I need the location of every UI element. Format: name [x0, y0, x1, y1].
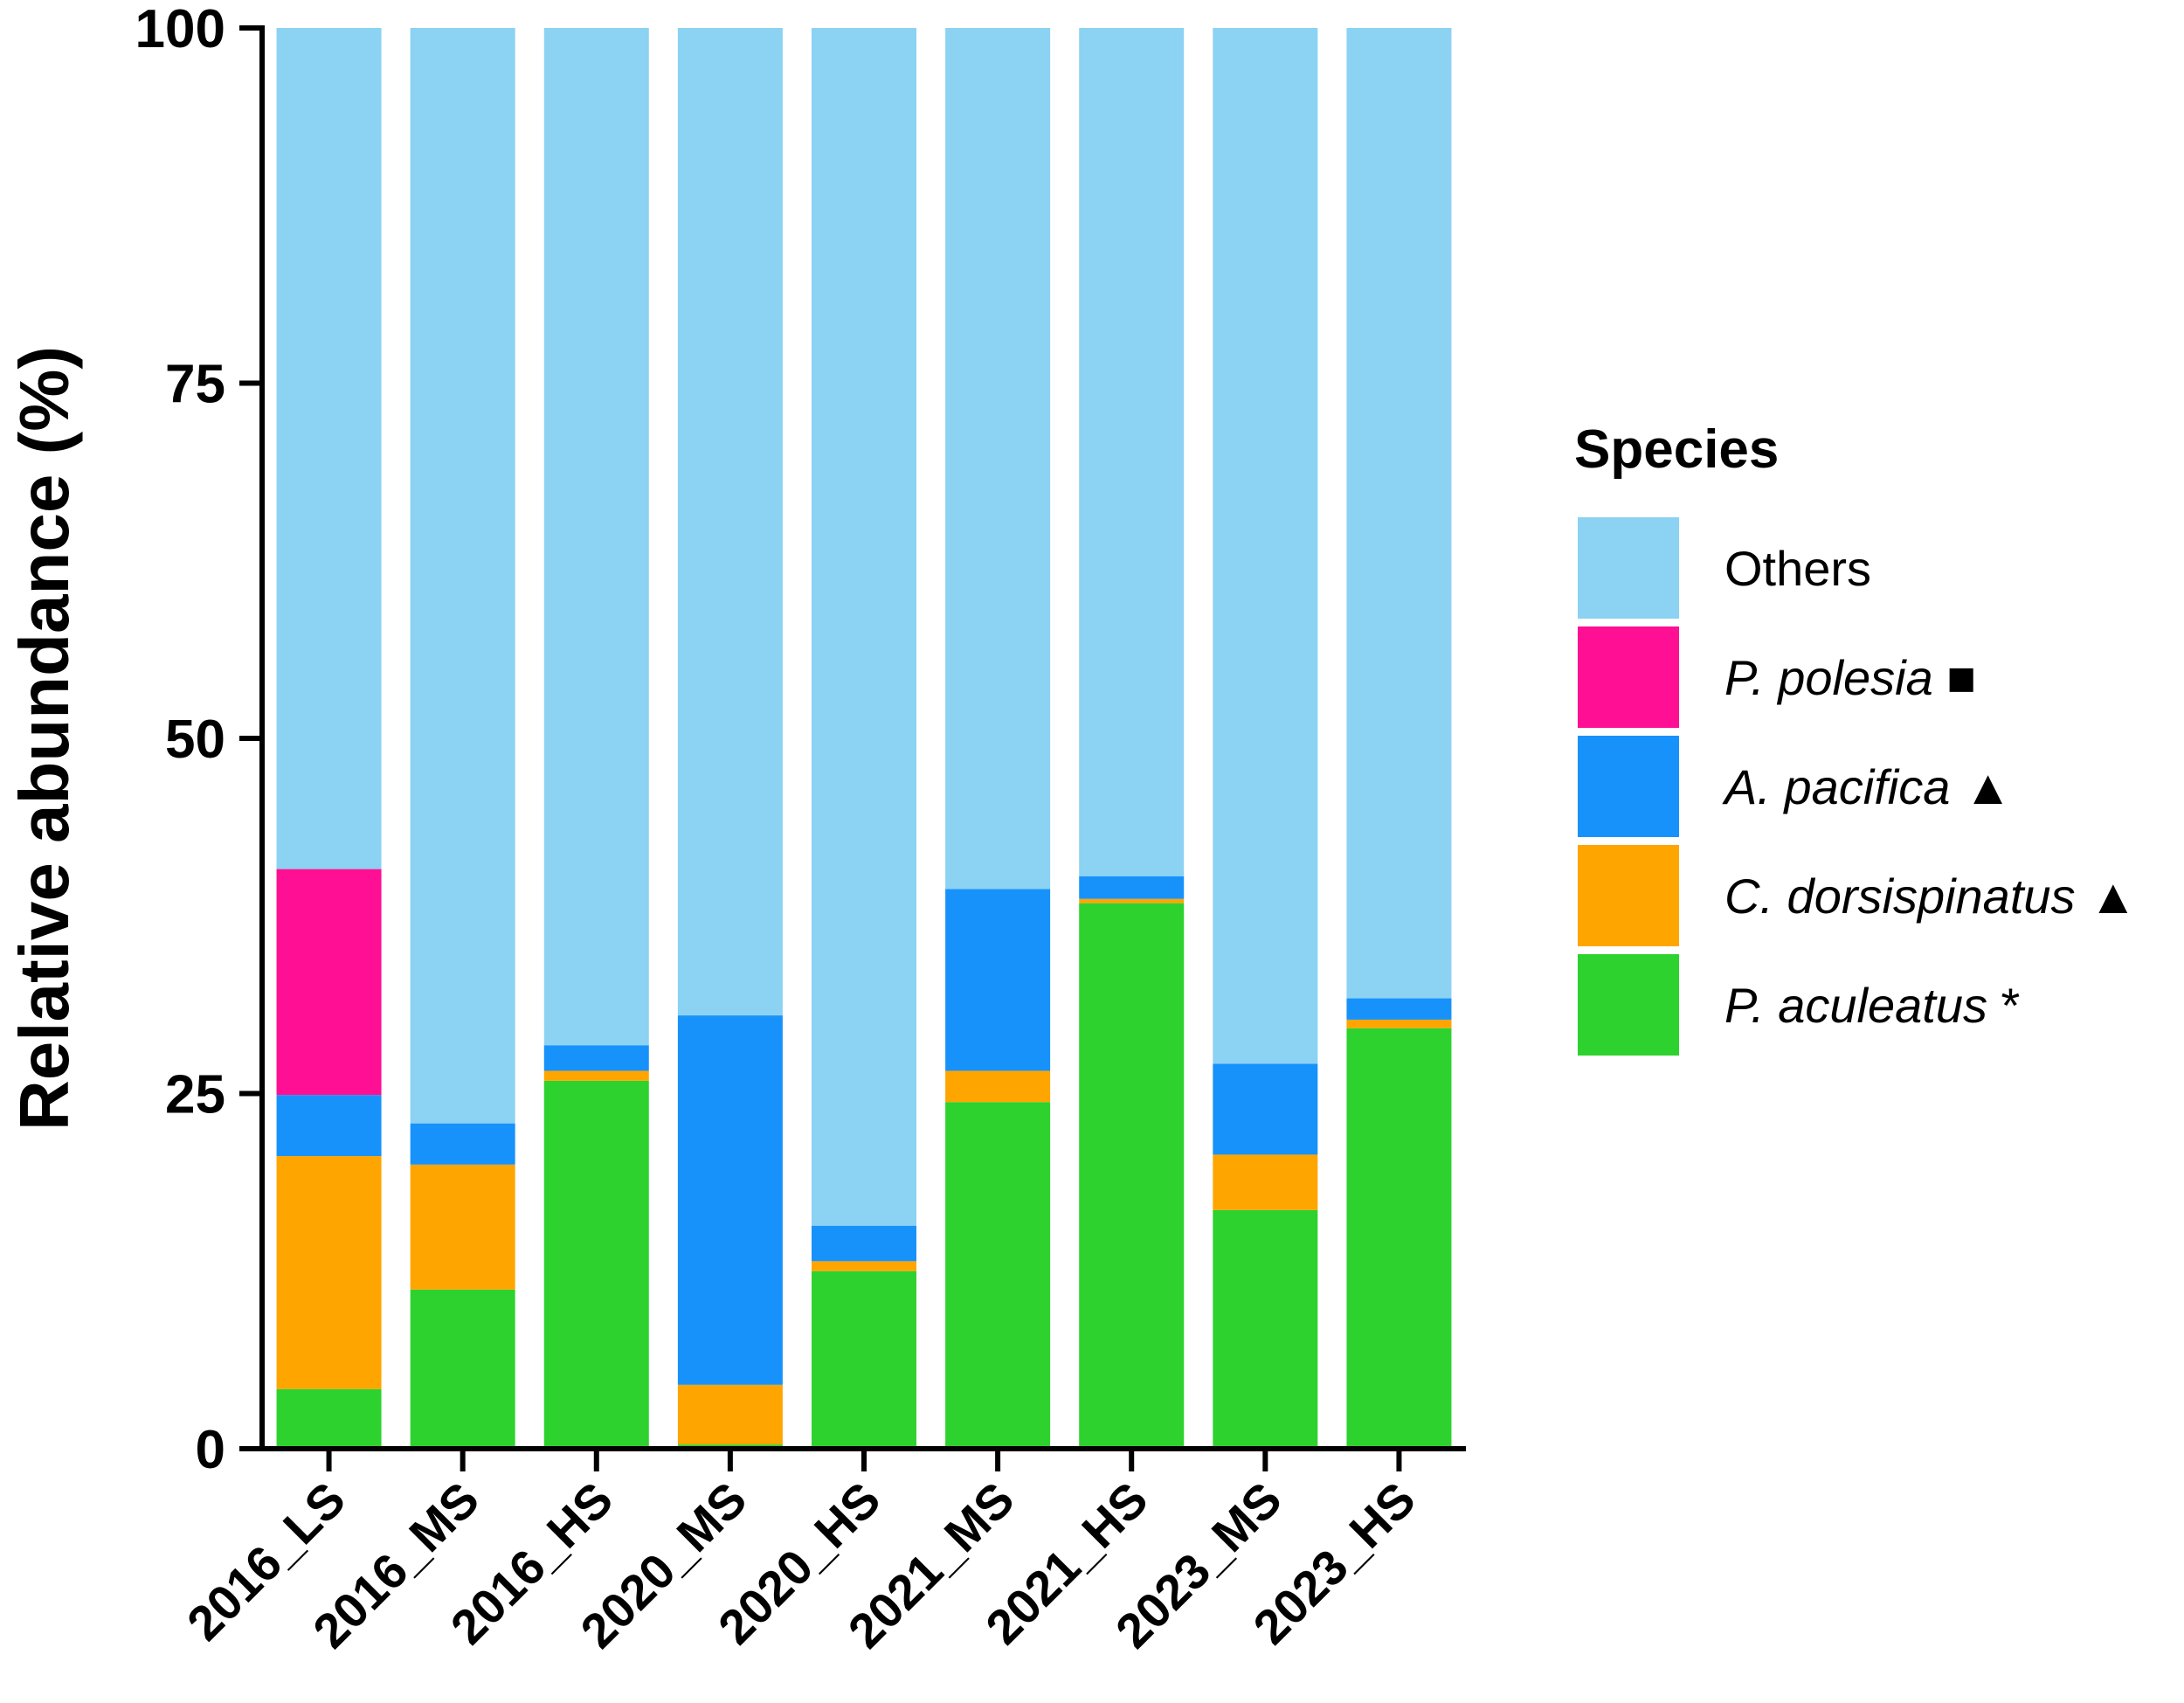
y-tick-label: 75	[165, 355, 225, 415]
bar-segment-2023-ms-p-aculeatus	[1213, 1209, 1318, 1449]
bar-segment-2023-hs-a-pacifica	[1346, 998, 1452, 1020]
legend-swatch-c-dorsispinatus	[1578, 845, 1679, 946]
bars-group	[276, 28, 1452, 1449]
bar-segment-2020-hs-a-pacifica	[812, 1225, 916, 1262]
y-tick-label: 25	[165, 1065, 225, 1125]
bar-segment-2016-hs-a-pacifica	[543, 1045, 649, 1071]
legend-label-p-aculeatus: P. aculeatus *	[1724, 978, 2020, 1033]
bar-segment-2021-hs-p-aculeatus	[1079, 903, 1185, 1449]
bar-segment-2023-ms-a-pacifica	[1213, 1063, 1318, 1155]
bar-segment-2020-ms-a-pacifica	[677, 1015, 783, 1385]
legend-swatch-p-polesia	[1578, 627, 1679, 728]
bar-segment-2016-ms-p-aculeatus	[410, 1289, 515, 1449]
legend-swatch-a-pacifica	[1578, 736, 1679, 837]
bar-segment-2023-ms-others	[1213, 28, 1318, 1064]
bar-segment-2016-ms-c-dorsispinatus	[410, 1164, 515, 1290]
bar-segment-2021-hs-others	[1079, 28, 1185, 876]
bar-segment-2020-hs-c-dorsispinatus	[812, 1261, 916, 1271]
bar-segment-2021-hs-c-dorsispinatus	[1079, 898, 1185, 903]
legend-label-p-polesia: P. polesia ■	[1724, 650, 1976, 705]
y-tick-label: 50	[165, 710, 225, 770]
bar-segment-2016-ls-p-aculeatus	[276, 1388, 382, 1449]
bar-segment-2023-hs-p-aculeatus	[1346, 1028, 1452, 1449]
y-tick-label: 100	[135, 0, 225, 59]
legend-label-a-pacifica: A. pacifica ▲	[1722, 759, 2012, 814]
bar-segment-2021-ms-a-pacifica	[945, 889, 1051, 1071]
bar-segment-2021-ms-c-dorsispinatus	[945, 1070, 1051, 1103]
legend-label-others: Others	[1724, 541, 1871, 596]
bar-segment-2016-ls-others	[276, 28, 382, 869]
bar-segment-2023-hs-c-dorsispinatus	[1346, 1019, 1452, 1028]
bar-segment-2016-hs-others	[543, 28, 649, 1046]
bar-segment-2016-hs-c-dorsispinatus	[543, 1070, 649, 1081]
bar-segment-2023-hs-others	[1346, 28, 1452, 999]
legend: Species Others P. polesia ■ A. pacifica ▲ C…	[1574, 419, 2138, 1056]
y-axis-title: Relative abundance (%)	[5, 346, 83, 1131]
bar-segment-2016-ls-a-pacifica	[276, 1095, 382, 1157]
bar-segment-2021-hs-a-pacifica	[1079, 876, 1185, 899]
bar-segment-2016-ls-c-dorsispinatus	[276, 1156, 382, 1389]
legend-title: Species	[1574, 419, 1779, 480]
bar-segment-2020-ms-others	[677, 28, 783, 1016]
bar-segment-2021-ms-p-aculeatus	[945, 1102, 1051, 1449]
bar-segment-2020-hs-others	[812, 28, 916, 1226]
bar-segment-2016-ms-a-pacifica	[410, 1123, 515, 1165]
y-tick-label: 0	[196, 1420, 225, 1480]
legend-swatch-others	[1578, 517, 1679, 619]
x-ticks-group: 2016_LS2016_MS2016_HS2020_MS2020_HS2021_…	[176, 1449, 1426, 1658]
legend-swatch-p-aculeatus	[1578, 954, 1679, 1056]
bar-segment-2016-ms-others	[410, 28, 515, 1124]
bar-segment-2016-hs-p-aculeatus	[543, 1080, 649, 1449]
y-ticks-group: 0 25 50 75 100	[135, 0, 262, 1480]
bar-segment-2021-ms-others	[945, 28, 1051, 890]
bar-segment-2020-hs-p-aculeatus	[812, 1270, 916, 1449]
legend-label-c-dorsispinatus: C. dorsispinatus ▲	[1724, 869, 2138, 924]
bar-segment-2020-ms-c-dorsispinatus	[677, 1384, 783, 1445]
bar-segment-2016-ls-p-polesia	[276, 869, 382, 1096]
bar-segment-2023-ms-c-dorsispinatus	[1213, 1154, 1318, 1210]
